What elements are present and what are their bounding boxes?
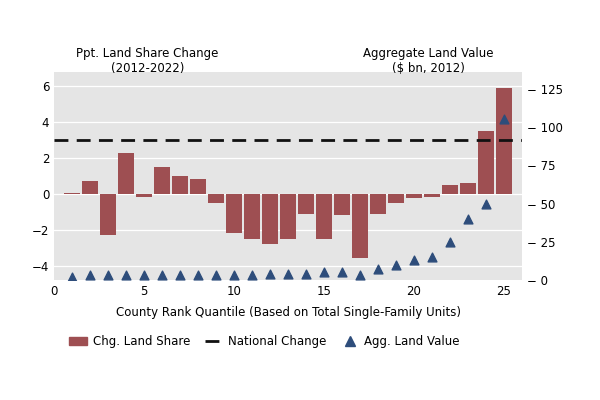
Point: [175, 272, 185, 279]
Bar: [370, 194, 386, 214]
Bar: [352, 194, 368, 258]
Point: [157, 272, 167, 279]
Bar: [172, 176, 188, 194]
Bar: [406, 194, 422, 198]
Point: [103, 272, 113, 279]
Point: [193, 272, 203, 279]
Point: [265, 271, 275, 277]
Bar: [460, 183, 476, 194]
Bar: [244, 194, 260, 239]
Bar: [82, 181, 98, 194]
Bar: [478, 131, 494, 194]
Bar: [208, 194, 224, 203]
Bar: [136, 194, 152, 197]
Bar: [388, 194, 404, 203]
X-axis label: County Rank Quantile (Based on Total Single-Family Units): County Rank Quantile (Based on Total Sin…: [115, 306, 461, 319]
Bar: [298, 194, 314, 214]
Point: [355, 272, 365, 279]
Point: [337, 269, 347, 276]
Bar: [280, 194, 296, 239]
Point: [301, 271, 311, 277]
Bar: [496, 88, 512, 194]
Text: Ppt. Land Share Change
(2012-2022): Ppt. Land Share Change (2012-2022): [76, 47, 219, 75]
Point: [463, 216, 473, 222]
Point: [283, 271, 293, 277]
Bar: [64, 193, 80, 194]
Bar: [190, 179, 206, 194]
Bar: [442, 185, 458, 194]
Legend: Chg. Land Share, National Change, Agg. Land Value: Chg. Land Share, National Change, Agg. L…: [65, 331, 464, 353]
Bar: [334, 194, 350, 216]
Bar: [316, 194, 332, 239]
Point: [139, 272, 149, 279]
Point: [247, 272, 257, 279]
Bar: [226, 194, 242, 233]
Point: [409, 257, 419, 263]
Point: [67, 274, 77, 280]
Point: [373, 266, 383, 272]
Point: [427, 254, 437, 260]
Text: Aggregate Land Value
($ bn, 2012): Aggregate Land Value ($ bn, 2012): [363, 47, 494, 75]
Point: [499, 116, 509, 123]
Bar: [100, 194, 116, 235]
Point: [391, 262, 401, 268]
Bar: [118, 153, 134, 194]
Point: [481, 200, 491, 207]
Point: [319, 269, 329, 276]
Point: [211, 272, 221, 279]
Point: [229, 272, 239, 279]
Bar: [154, 167, 170, 194]
Bar: [262, 194, 278, 244]
Point: [121, 272, 131, 279]
Bar: [424, 194, 440, 197]
Point: [85, 272, 95, 279]
Point: [445, 238, 455, 245]
